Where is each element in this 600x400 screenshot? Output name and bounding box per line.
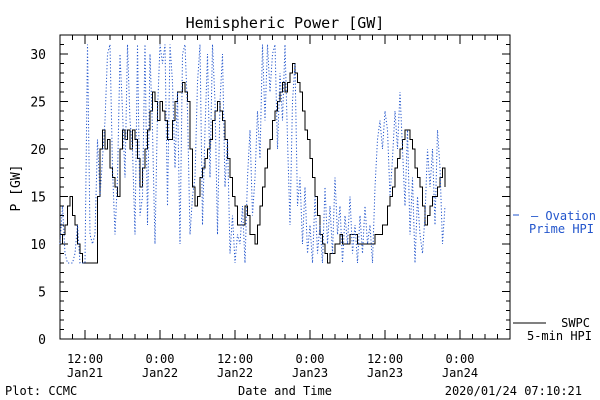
x-tick-label-time: 12:00	[217, 352, 253, 366]
legend-ovation-line1: — Ovation	[531, 209, 596, 223]
x-tick-label-time: 0:00	[146, 352, 175, 366]
y-tick-label: 15	[30, 191, 46, 206]
footer-left: Plot: CCMC	[5, 384, 77, 398]
series-swpc-5-min-hpi	[60, 63, 446, 264]
x-axis-label: Date and Time	[238, 384, 332, 398]
chart-title: Hemispheric Power [GW]	[186, 14, 385, 32]
series-ovation-prime-hpi	[59, 44, 446, 264]
footer-timestamp: 2020/01/24 07:10:21	[445, 384, 582, 398]
x-tick-label-time: 0:00	[446, 352, 475, 366]
y-tick-label: 5	[38, 286, 46, 301]
x-tick-label-date: Jan22	[217, 366, 253, 380]
series-line	[60, 63, 446, 264]
x-tick-label-date: Jan21	[67, 366, 103, 380]
x-tick-label-time: 12:00	[67, 352, 103, 366]
legend-swpc-line1: SWPC	[561, 316, 590, 330]
x-tick-label-date: Jan22	[142, 366, 178, 380]
y-tick-label: 30	[30, 48, 46, 63]
x-tick-label-date: Jan23	[367, 366, 403, 380]
y-tick-label: 10	[30, 238, 46, 253]
series-line	[59, 44, 446, 264]
y-tick-label: 25	[30, 96, 46, 111]
plot-frame	[59, 34, 511, 340]
legend-ovation-line2: Prime HPI	[529, 222, 594, 236]
y-tick-label: 20	[30, 143, 46, 158]
legend-swpc-line2: 5-min HPI	[527, 329, 592, 343]
x-tick-label-time: 12:00	[367, 352, 403, 366]
x-tick-label-time: 0:00	[296, 352, 325, 366]
x-tick-label-date: Jan24	[442, 366, 478, 380]
y-axis-label: P [GW]	[9, 165, 24, 212]
x-tick-label-date: Jan23	[292, 366, 328, 380]
y-tick-label: 0	[38, 333, 46, 348]
